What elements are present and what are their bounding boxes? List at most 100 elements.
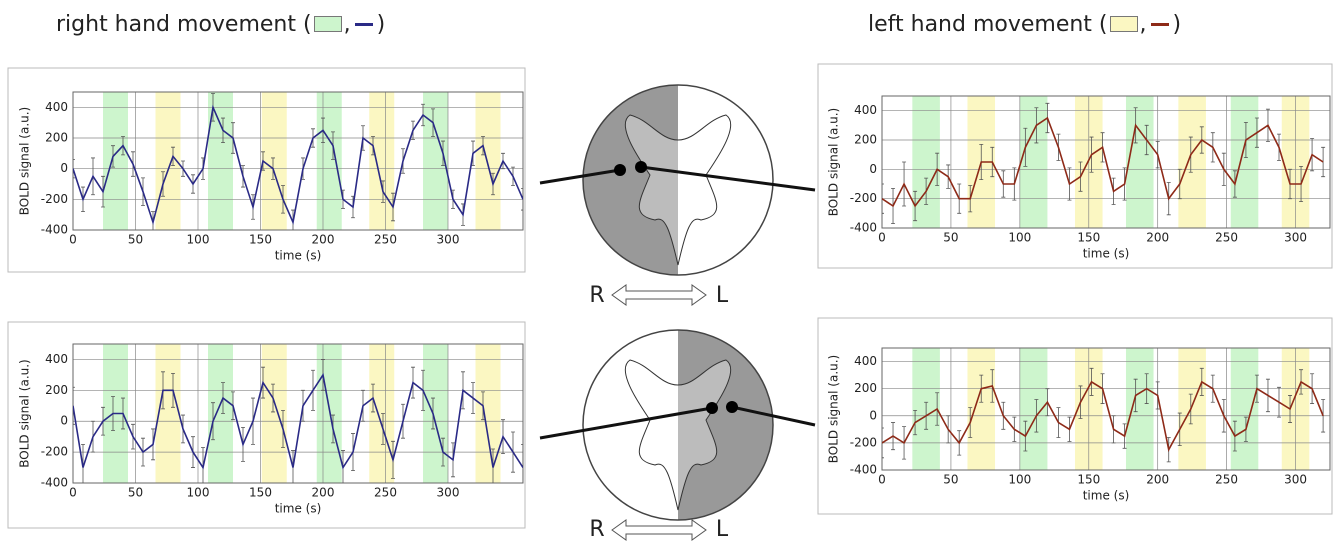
x-tick-label: 0 — [69, 486, 77, 500]
x-tick-label: 250 — [374, 486, 397, 500]
task-block — [912, 96, 940, 228]
x-tick-label: 150 — [249, 233, 272, 247]
y-tick-label: -200 — [41, 445, 68, 459]
x-tick-label: 100 — [187, 486, 210, 500]
y-tick-label: 200 — [45, 383, 68, 397]
task-block — [103, 92, 128, 230]
x-tick-label: 150 — [1077, 231, 1100, 245]
y-tick-label: 200 — [45, 131, 68, 145]
task-block — [1125, 348, 1154, 470]
cord-half-shaded — [678, 330, 773, 520]
cord-top — [539, 84, 816, 276]
line-chart: -400 -200 0 200 400 0 50 100 150 200 250 300 time (s… — [7, 67, 526, 273]
lr-arrow — [611, 284, 707, 306]
task-block — [369, 92, 395, 230]
roi-dot — [614, 164, 626, 176]
y-tick-label: -400 — [41, 476, 68, 490]
y-axis-label: BOLD signal (a.u.) — [18, 107, 32, 215]
task-block — [1178, 96, 1206, 228]
block-icon — [1109, 16, 1138, 32]
task-block — [261, 92, 287, 230]
y-tick-label: -400 — [850, 463, 877, 477]
line-icon — [354, 23, 373, 26]
plot-frame — [881, 347, 1331, 471]
y-tick-label: 400 — [854, 354, 877, 368]
error-bar — [882, 427, 884, 459]
signal-line — [882, 116, 1324, 208]
line-chart: -400 -200 0 200 400 0 50 100 150 200 250 300 time (s… — [817, 317, 1333, 515]
error-bar — [1321, 146, 1326, 178]
roi-dot — [706, 402, 718, 414]
x-tick-label: 150 — [249, 486, 272, 500]
side-label: L — [716, 517, 729, 542]
x-axis-label: time (s) — [275, 502, 322, 516]
title-text: ) — [376, 12, 386, 37]
task-block — [261, 344, 287, 483]
y-tick-label: -200 — [850, 191, 877, 205]
line-icon — [1150, 23, 1169, 26]
x-tick-label: 250 — [1215, 473, 1238, 487]
side-label: R — [589, 283, 604, 308]
plot-content — [882, 367, 1326, 463]
title-text: ) — [1172, 12, 1182, 37]
task-block — [475, 344, 501, 483]
task-block — [423, 344, 448, 483]
gray-matter — [624, 114, 732, 266]
x-tick-label: 100 — [1008, 473, 1031, 487]
roi-dot — [635, 161, 647, 173]
x-tick-label: 50 — [128, 233, 143, 247]
y-tick-label: 0 — [869, 408, 877, 422]
task-block — [1178, 348, 1206, 470]
task-block — [316, 92, 342, 230]
task-block — [967, 348, 996, 470]
y-tick-label: -200 — [41, 192, 68, 206]
gray-matter — [624, 359, 732, 511]
x-tick-label: 300 — [1284, 231, 1307, 245]
x-tick-label: 300 — [437, 233, 460, 247]
title-text: right hand movement ( — [56, 12, 312, 37]
y-tick-label: 200 — [854, 381, 877, 395]
task-block — [475, 92, 501, 230]
x-tick-label: 50 — [128, 486, 143, 500]
cord-bottom — [539, 329, 816, 521]
x-tick-label: 200 — [1146, 231, 1169, 245]
x-tick-label: 300 — [1284, 473, 1307, 487]
side-label: R — [589, 517, 604, 542]
x-tick-label: 0 — [69, 233, 77, 247]
x-tick-label: 250 — [374, 233, 397, 247]
side-label: L — [716, 283, 729, 308]
y-tick-label: 0 — [60, 414, 68, 428]
signal-line — [73, 104, 523, 226]
signal-line — [73, 372, 523, 470]
connector — [539, 168, 621, 185]
signal-line — [882, 380, 1324, 452]
y-axis-label: BOLD signal (a.u.) — [827, 355, 841, 463]
connector — [640, 165, 816, 192]
plot-content — [73, 359, 523, 483]
cord-outline — [582, 84, 774, 276]
error-bar — [73, 159, 75, 179]
lr-arrow — [611, 519, 707, 541]
title-text: left hand movement ( — [868, 12, 1108, 37]
x-tick-label: 200 — [312, 486, 335, 500]
title-text: , — [1139, 12, 1147, 37]
task-block — [1019, 96, 1048, 228]
task-block — [208, 344, 233, 483]
line-chart: -400 -200 0 200 400 0 50 100 150 200 250 300 time (s… — [817, 63, 1333, 269]
error-bar — [1321, 399, 1326, 433]
y-tick-label: 200 — [854, 133, 877, 147]
x-tick-label: 0 — [878, 473, 886, 487]
error-bar — [521, 443, 523, 483]
plot-frame — [881, 95, 1331, 229]
y-tick-label: -200 — [850, 435, 877, 449]
x-axis-label: time (s) — [1083, 247, 1130, 261]
y-tick-label: 0 — [869, 162, 877, 176]
x-tick-label: 250 — [1215, 231, 1238, 245]
x-tick-label: 50 — [943, 473, 958, 487]
line-chart: -400 -200 0 200 400 0 50 100 150 200 250 300 time (s… — [7, 321, 526, 529]
x-tick-label: 300 — [437, 486, 460, 500]
cord-half-shaded — [583, 85, 678, 275]
y-axis-label: BOLD signal (a.u.) — [18, 359, 32, 467]
